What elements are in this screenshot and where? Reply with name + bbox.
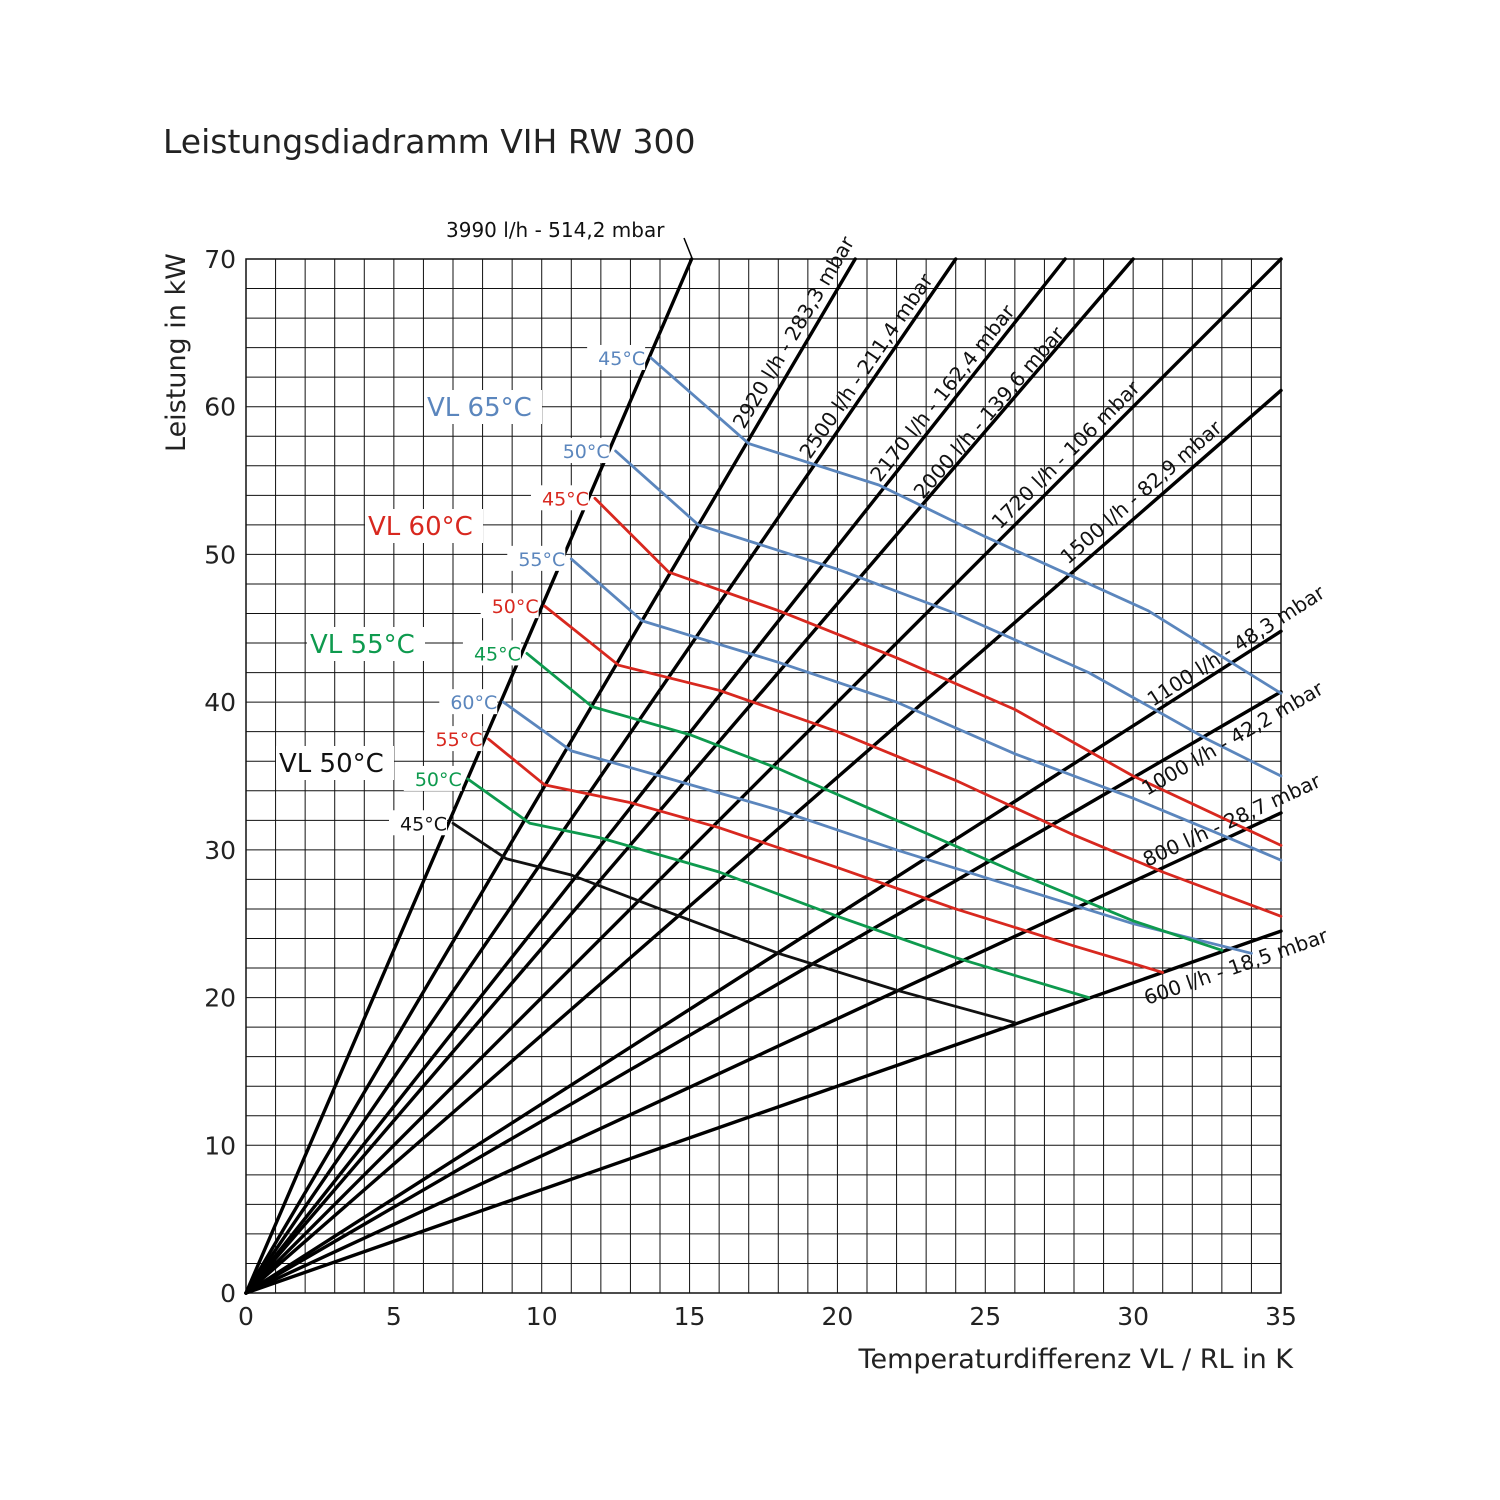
temperature-curve [466, 777, 1091, 999]
curve-start-label: 55°C [518, 549, 565, 571]
temperature-curve [569, 557, 1283, 862]
x-tick-label: 0 [238, 1302, 254, 1331]
temperature-curves [451, 356, 1283, 1025]
curve-start-label: 45°C [542, 488, 589, 510]
temperature-curve [614, 449, 1283, 778]
curve-start-label: 50°C [563, 441, 610, 463]
flow-line [244, 257, 694, 1295]
temperature-curve [543, 604, 1283, 918]
y-tick-label: 0 [220, 1279, 236, 1308]
label-background [439, 689, 498, 715]
y-tick-label: 30 [204, 836, 236, 865]
x-tick-label: 25 [969, 1302, 1001, 1331]
y-axis-label: Leistung in kW [161, 253, 192, 452]
y-tick-label: 20 [204, 984, 236, 1013]
label-background [551, 438, 610, 464]
label-background [403, 765, 462, 791]
label-background [587, 344, 646, 370]
curve-start-label: 55°C [436, 729, 483, 751]
curve-start-label: 45°C [400, 813, 447, 835]
curve-start-label: 60°C [450, 692, 497, 714]
y-tick-label: 10 [204, 1131, 236, 1160]
temperature-curve [525, 652, 1224, 952]
x-axis-label: Temperaturdifferenz VL / RL in K [858, 1344, 1295, 1375]
axis-ticks: 0 5 10 15 20 25 30 35 0 10 20 30 40 50 60 70 [204, 245, 1297, 1331]
curve-start-label: 45°C [598, 348, 645, 370]
flow-line [244, 811, 1283, 1295]
x-tick-label: 10 [526, 1302, 558, 1331]
y-tick-label: 70 [204, 245, 236, 274]
temperature-curve [487, 737, 1165, 974]
label-background [424, 726, 483, 752]
flow-line-label: 600 l/h - 18,5 mbar [1141, 923, 1332, 1010]
flow-line [244, 257, 958, 1295]
flow-line [244, 257, 1135, 1295]
vl-group-label: VL 65°C [427, 393, 532, 423]
flow-line-label: 3990 l/h - 514,2 mbar [446, 218, 665, 242]
label-background [389, 810, 447, 836]
vl-group-label: VL 60°C [368, 512, 473, 542]
label-background [480, 593, 539, 619]
flow-lines [244, 257, 1283, 1295]
label-background [530, 485, 589, 511]
flow-line [244, 257, 857, 1295]
temperature-curve [593, 496, 1283, 847]
curve-start-label: 50°C [492, 596, 539, 618]
y-tick-label: 60 [204, 393, 236, 422]
chart-title: Leistungsdiadramm VIH RW 300 [163, 122, 696, 161]
curve-start-label: 45°C [474, 643, 521, 665]
flow-line [244, 929, 1283, 1295]
flow-line [244, 690, 1283, 1295]
flow-line [244, 629, 1283, 1295]
label-background [365, 509, 483, 543]
x-tick-label: 20 [822, 1302, 854, 1331]
flow-line [244, 257, 1283, 1295]
y-tick-label: 40 [204, 688, 236, 717]
temperature-curve [451, 821, 1017, 1025]
vl-group-label: VL 50°C [279, 749, 384, 779]
temperature-curve [501, 700, 1253, 955]
y-tick-label: 50 [204, 540, 236, 569]
x-tick-label: 15 [674, 1302, 706, 1331]
label-background [276, 746, 394, 780]
x-tick-label: 30 [1117, 1302, 1149, 1331]
vl-group-label: VL 55°C [310, 630, 415, 660]
label-background [307, 627, 425, 661]
x-tick-label: 5 [386, 1302, 402, 1331]
flow-label-leader [683, 237, 693, 259]
x-tick-label: 35 [1265, 1302, 1297, 1331]
temperature-curve [649, 356, 1283, 695]
label-background [507, 545, 566, 571]
label-background [424, 390, 542, 424]
label-background [462, 640, 521, 666]
curve-start-label: 50°C [415, 769, 462, 791]
